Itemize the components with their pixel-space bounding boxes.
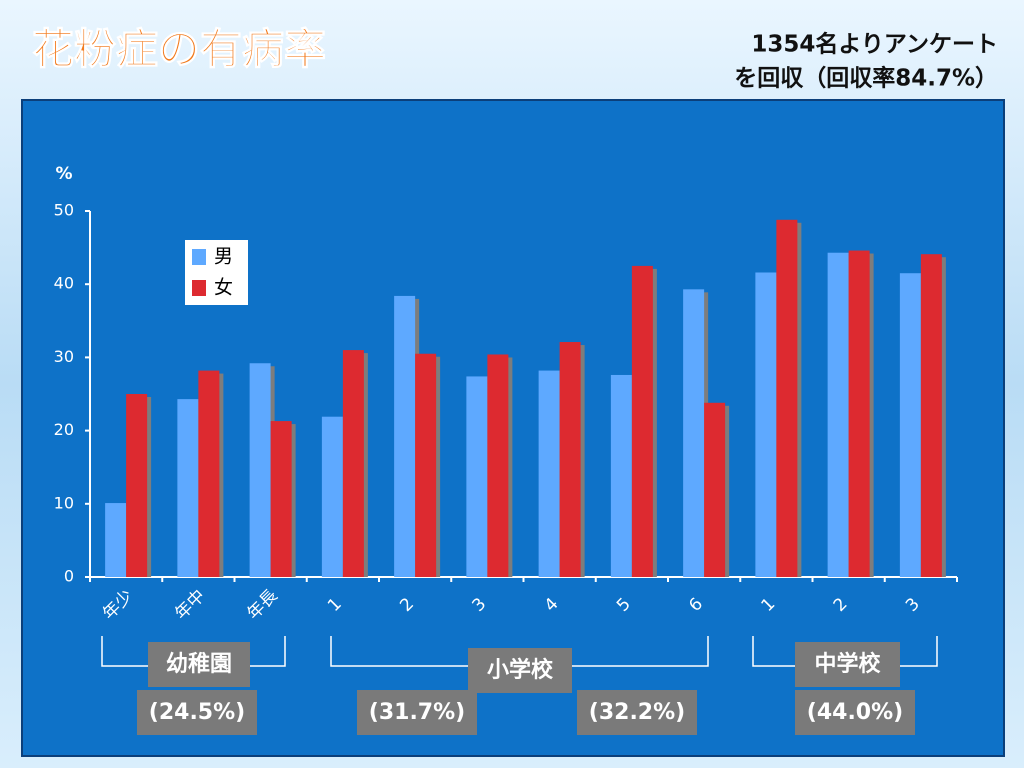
bar (631, 265, 653, 577)
y-tick-label: 50 (54, 201, 74, 220)
bar (755, 272, 777, 577)
bar (487, 354, 509, 577)
bar (704, 402, 726, 577)
note: を回収（回収率84.7%） (734, 65, 998, 92)
rate-label: (44.0%) (807, 700, 903, 725)
bar (321, 416, 343, 577)
bar (394, 295, 416, 577)
rate-box (795, 690, 915, 735)
group-label: 小学校 (487, 657, 554, 683)
bar (198, 370, 220, 577)
bar (827, 252, 849, 577)
bar (126, 394, 148, 577)
bar (249, 363, 271, 577)
bar (270, 421, 292, 577)
bar (683, 289, 705, 577)
bar (538, 370, 560, 577)
bar (920, 254, 942, 578)
group-label: 中学校 (814, 651, 881, 677)
group-label-box (468, 648, 572, 693)
bar (415, 353, 437, 577)
y-axis-label: % (55, 164, 72, 184)
y-tick-label: 30 (54, 347, 74, 366)
group-label: 幼稚園 (166, 651, 232, 677)
slide-title: 花粉症の有病率 (32, 25, 326, 74)
rate-label: (31.7%) (369, 700, 465, 725)
bar (899, 273, 921, 577)
rate-label: (24.5%) (149, 700, 245, 725)
bar (848, 250, 870, 577)
rate-box (137, 690, 257, 735)
y-tick-label: 0 (64, 567, 74, 586)
legend-swatch (192, 249, 206, 265)
bar (559, 342, 581, 577)
group-label-box (148, 642, 250, 687)
legend-label: 女 (214, 277, 233, 299)
y-tick-label: 40 (54, 274, 74, 293)
y-tick-label: 20 (54, 420, 74, 439)
rate-box (577, 690, 697, 735)
y-tick-label: 10 (54, 493, 74, 512)
bar (466, 376, 488, 577)
bar (105, 503, 127, 577)
bar (610, 374, 632, 577)
rate-label: (32.2%) (589, 700, 685, 725)
legend-label: 男 (214, 246, 233, 268)
bar (342, 350, 364, 577)
group-label-box (795, 642, 900, 687)
note: 1354名よりアンケート (751, 31, 998, 58)
legend-swatch (192, 280, 206, 296)
rate-box (357, 690, 477, 735)
bar (776, 219, 798, 577)
bar (177, 399, 199, 577)
